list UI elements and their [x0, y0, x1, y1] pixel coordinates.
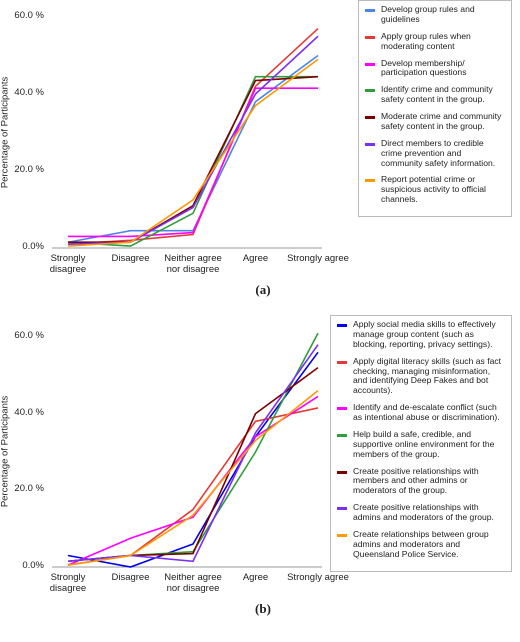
legend-entry: Develop group rules and guidelines [363, 4, 505, 25]
legend-swatch [337, 533, 347, 537]
legend-label: Create relationships between group admin… [353, 528, 489, 559]
plot [52, 27, 322, 249]
legend-swatch [365, 142, 375, 146]
data-line [67, 395, 319, 566]
legend-label: Develop group rules and guidelines [381, 4, 475, 24]
x-tick-label: Neither agree nor disagree [164, 572, 222, 594]
y-tick-label: 60.0 % [14, 10, 44, 21]
legend-entry: Report potential crime or suspicious act… [363, 174, 505, 205]
y-axis-label: Percentage of Participants [0, 395, 11, 508]
y-tick-label: 20.0 % [14, 164, 44, 175]
legend-swatch [337, 324, 347, 327]
legend-swatch [365, 9, 375, 12]
legend-entry: Create positive relationships with admin… [335, 502, 505, 523]
x-tick-label: Strongly disagree [49, 253, 87, 275]
y-tick-label: 40.0 % [14, 406, 44, 418]
legend-entry: Create positive relationships with membe… [335, 465, 505, 497]
x-tick-label: Strongly agree [287, 253, 349, 264]
legend-entry: Moderate crime and community safety cont… [363, 111, 505, 132]
legend-swatch [365, 116, 375, 119]
legend-swatch [365, 179, 375, 183]
legend-entry: Help build a safe, credible, and support… [335, 428, 505, 460]
y-tick-label: 60.0 % [14, 330, 44, 341]
y-tick-label: 0.0% [22, 560, 44, 571]
x-tick-label: Strongly agree [287, 572, 349, 583]
legend-swatch [337, 407, 347, 411]
legend-label: Create positive relationships with admin… [353, 502, 494, 522]
data-line [68, 87, 318, 238]
data-line [67, 344, 319, 563]
y-tick-label: 40.0 % [14, 87, 44, 98]
legend: Develop group rules and guidelines Apply … [358, 0, 512, 217]
x-tick-label: Strongly disagree [49, 572, 87, 594]
legend-swatch [337, 360, 347, 364]
caption: (a) [255, 282, 271, 297]
legend-label: Apply group rules when moderating conten… [381, 30, 471, 51]
legend-label: Direct members to credible crime prevent… [381, 137, 496, 168]
chart-panel: 0.0% 20.0 % 40.0 % 60.0 % Strongly disagree D… [0, 0, 520, 318]
x-tick-label: Disagree [111, 572, 150, 583]
legend-entry: Create relationships between group admin… [335, 528, 505, 560]
legend-label: Create positive relationships with membe… [353, 465, 479, 496]
x-tick-label: Disagree [111, 253, 150, 264]
plot [52, 332, 322, 568]
legend-entry: Apply digital literacy skills (such as f… [335, 355, 505, 397]
legend-entry: Apply social media skills to effectively… [335, 319, 505, 350]
x-tick-label: Neither agree nor disagree [164, 253, 222, 275]
legend-swatch [365, 35, 375, 39]
legend-label: Help build a safe, credible, and support… [353, 428, 495, 459]
x-tick-label: Agree [242, 253, 269, 264]
data-line [68, 75, 319, 244]
data-line [67, 58, 319, 247]
legend: Apply social media skills to effectively… [330, 315, 512, 572]
legend-entry: Identify and de-escalate conflict (such … [335, 402, 505, 423]
y-axis-label: Percentage of Participants [0, 76, 11, 188]
y-tick-label: 0.0% [22, 241, 44, 252]
legend-swatch [337, 470, 347, 474]
legend-label: Apply digital literacy skills (such as f… [353, 355, 502, 396]
data-line [67, 390, 319, 566]
data-line [67, 407, 319, 566]
legend-entry: Direct members to credible crime prevent… [363, 137, 505, 169]
data-line [67, 332, 319, 563]
legend-swatch [365, 89, 375, 93]
caption: (b) [255, 601, 271, 616]
data-line [67, 75, 318, 247]
legend-label: Report potential crime or suspicious act… [381, 174, 486, 205]
legend-swatch [337, 433, 347, 437]
legend-entry: Develop membership/ participation questi… [363, 57, 505, 79]
legend-label: Identify and de-escalate conflict (such … [353, 402, 500, 422]
legend-label: Develop membership/ participation questi… [381, 57, 467, 78]
x-tick-label: Agree [242, 572, 269, 583]
legend-swatch [365, 62, 375, 66]
data-line [67, 351, 319, 568]
legend-label: Moderate crime and community safety cont… [381, 111, 502, 131]
legend-label: Apply social media skills to effectively… [353, 319, 496, 349]
y-tick-label: 20.0 % [14, 483, 44, 495]
legend-label: Identify crime and community safety cont… [381, 84, 493, 105]
legend-entry: Identify crime and community safety cont… [363, 84, 505, 105]
legend-entry: Apply group rules when moderating conten… [363, 30, 505, 52]
legend-swatch [337, 507, 347, 511]
chart-panel: 0.0% 20.0 % 40.0 % 60.0 % Strongly disagree D… [0, 312, 520, 630]
